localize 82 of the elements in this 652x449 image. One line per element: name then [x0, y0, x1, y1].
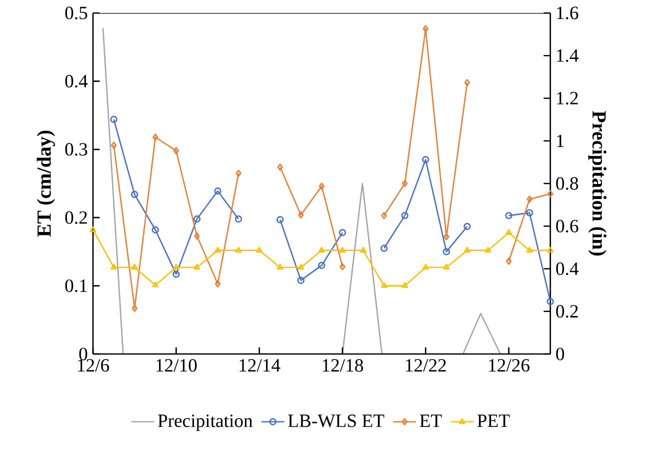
x-tick-label: 12/26 [489, 359, 530, 372]
point [276, 216, 284, 224]
legend-label: ET [420, 414, 442, 427]
point [132, 304, 138, 312]
point [256, 246, 263, 252]
point [526, 246, 533, 252]
point [235, 246, 242, 252]
point [172, 270, 180, 278]
y-axis-title: ET (cm/day) [36, 130, 55, 237]
point [318, 246, 325, 252]
y2-tick-label: 1 [557, 134, 564, 148]
point [152, 226, 159, 234]
x-tick-label: 12/18 [322, 359, 364, 372]
point [110, 264, 117, 270]
x-tick-label: 12/6 [78, 359, 110, 372]
point [442, 248, 450, 256]
legend-label: Precipitation [158, 414, 253, 431]
y2-tick-label: 1.4 [557, 49, 579, 62]
point [173, 147, 180, 154]
point [360, 246, 366, 252]
point [506, 258, 512, 265]
point [422, 264, 429, 270]
x-tick-label: 12/10 [156, 359, 197, 372]
point [318, 182, 325, 190]
point [402, 282, 408, 288]
point [131, 264, 138, 270]
point [381, 212, 387, 220]
y2-tick-label: 1.6 [557, 6, 578, 20]
point [172, 264, 180, 270]
point [298, 264, 304, 270]
y-tick-label: 0 [79, 348, 88, 360]
point [484, 246, 492, 252]
point [401, 212, 408, 220]
point [380, 282, 388, 288]
x-tick-label: 12/14 [240, 359, 280, 372]
point [194, 264, 200, 270]
y-tick-label: 0.1 [65, 279, 87, 292]
point [152, 282, 159, 288]
point [422, 25, 428, 32]
y2-tick-label: 0 [556, 348, 564, 360]
point [464, 78, 470, 86]
point [526, 196, 532, 203]
point [152, 134, 158, 141]
point [422, 156, 430, 164]
point [130, 190, 138, 198]
point [340, 263, 346, 270]
point [402, 180, 408, 188]
point [526, 209, 534, 216]
point [505, 212, 512, 220]
point [277, 164, 283, 171]
point [214, 280, 221, 288]
x-tick-label: 12/22 [406, 359, 446, 372]
y-tick-label: 0.2 [65, 211, 87, 224]
point [214, 246, 221, 252]
point [214, 187, 222, 195]
y2-tick-label: 0.6 [556, 220, 578, 232]
point [298, 211, 304, 218]
y2-tick-label: 0.8 [556, 177, 578, 190]
point [339, 246, 346, 252]
y2-tick-label: 1.2 [557, 92, 578, 105]
point [380, 244, 388, 252]
point [464, 246, 470, 252]
legend-label: PET [477, 414, 510, 427]
y2-axis-title: Precipitation (in) [588, 110, 606, 256]
point [338, 229, 346, 236]
point [506, 229, 512, 235]
y2-tick-label: 0.4 [556, 262, 579, 276]
y2-tick-label: 0.2 [556, 305, 578, 318]
point [464, 222, 471, 230]
point [234, 215, 242, 223]
point [318, 262, 326, 269]
point [297, 276, 304, 284]
point [236, 170, 242, 177]
y-tick-label: 0.4 [65, 74, 88, 88]
y-tick-label: 0.3 [65, 143, 88, 156]
point [444, 233, 450, 240]
legend-label: LB-WLS ET [288, 414, 384, 428]
point [276, 264, 284, 270]
y-tick-label: 0.5 [65, 6, 88, 20]
point [194, 232, 200, 240]
point [193, 215, 201, 223]
point [443, 264, 450, 270]
